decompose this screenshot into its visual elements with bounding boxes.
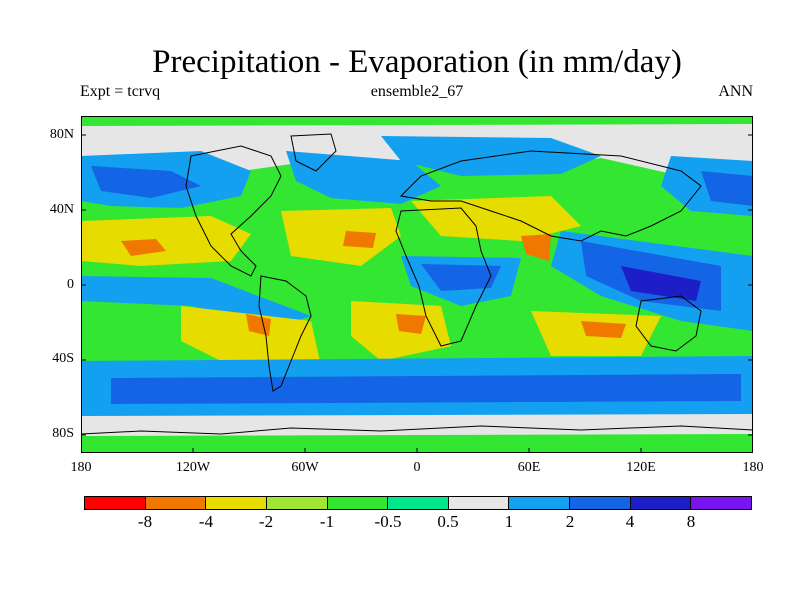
australia-outline bbox=[635, 295, 702, 352]
colorbar-swatch-6 bbox=[448, 497, 510, 509]
si-orange bbox=[581, 321, 626, 338]
field-layer bbox=[81, 124, 753, 436]
africa-outline bbox=[395, 207, 492, 347]
lat-label-80n: 80N bbox=[49, 127, 74, 142]
southern-ocean-deep bbox=[111, 374, 741, 404]
lon-label-60e: 60E bbox=[517, 460, 541, 475]
africa-deep bbox=[421, 264, 501, 291]
lon-label-180e: 180 bbox=[742, 460, 764, 475]
experiment-label: Expt = tcrvq bbox=[80, 83, 161, 100]
itcz-pacific-blue bbox=[81, 276, 311, 326]
south-america-outline bbox=[258, 275, 312, 392]
colorbar-swatch-5 bbox=[388, 497, 449, 509]
lat-label-40s: 40S bbox=[52, 351, 74, 366]
ne-pacific-orange bbox=[121, 239, 166, 256]
colorbar-swatch-8 bbox=[570, 497, 631, 509]
lat-label-40n: 40N bbox=[49, 202, 74, 217]
colorbar-label-1: -4 bbox=[198, 512, 214, 531]
colorbar-swatch-3 bbox=[266, 497, 328, 509]
atlantic-orange bbox=[343, 231, 376, 248]
sa-orange bbox=[396, 314, 426, 334]
colorbar-swatch-1 bbox=[145, 497, 207, 509]
ensemble-label: ensemble2_67 bbox=[370, 83, 464, 100]
nw-pacific-deep bbox=[701, 171, 753, 206]
lon-label-120w: 120W bbox=[175, 460, 211, 475]
antarctica-outline bbox=[81, 425, 753, 435]
colorbar-swatch-7 bbox=[509, 497, 571, 509]
arabian-orange bbox=[521, 234, 551, 261]
antarctic-grey bbox=[81, 414, 753, 436]
south-pacific-dry bbox=[181, 306, 321, 366]
world-map bbox=[81, 116, 753, 453]
colorbar-label-6: 1 bbox=[504, 512, 514, 531]
colorbar bbox=[84, 496, 752, 510]
lon-label-60w: 60W bbox=[291, 460, 319, 475]
colorbar-label-4: -0.5 bbox=[374, 512, 402, 531]
lon-label-120e: 120E bbox=[626, 460, 656, 475]
eurasia-blue bbox=[381, 136, 601, 176]
lon-ticks bbox=[81, 448, 753, 453]
subtropical-pacific-dry bbox=[81, 216, 251, 266]
lon-label-180w: 180 bbox=[70, 460, 92, 475]
lat-label-80s: 80S bbox=[52, 426, 74, 441]
colorbar-label-2: -2 bbox=[258, 512, 274, 531]
coastlines bbox=[81, 133, 753, 435]
colorbar-swatch-10 bbox=[691, 497, 752, 509]
colorbar-swatch-9 bbox=[630, 497, 692, 509]
colorbar-swatch-2 bbox=[206, 497, 267, 509]
colorbar-label-0: -8 bbox=[137, 512, 153, 531]
colorbar-swatch-4 bbox=[327, 497, 389, 509]
north-pacific-deep bbox=[91, 166, 201, 198]
north-atlantic-blue bbox=[286, 151, 441, 204]
lat-ticks bbox=[81, 134, 753, 436]
subtropical-atlantic-dry bbox=[281, 208, 401, 266]
eurasia-outline bbox=[399, 150, 702, 242]
colorbar-label-5: 0.5 bbox=[437, 512, 459, 531]
greenland-outline bbox=[290, 133, 337, 172]
colorbar-label-9: 8 bbox=[686, 512, 696, 531]
colorbar-swatch-0 bbox=[85, 497, 146, 509]
colorbar-label-8: 4 bbox=[625, 512, 635, 531]
colorbar-label-7: 2 bbox=[565, 512, 575, 531]
map-title: Precipitation - Evaporation (in mm/day) bbox=[152, 44, 682, 80]
lat-label-0: 0 bbox=[67, 277, 74, 292]
warm-pool-max bbox=[621, 266, 701, 301]
season-label: ANN bbox=[718, 83, 753, 100]
colorbar-label-3: -1 bbox=[319, 512, 335, 531]
north-america-outline bbox=[185, 145, 282, 277]
lon-label-0: 0 bbox=[413, 460, 421, 475]
